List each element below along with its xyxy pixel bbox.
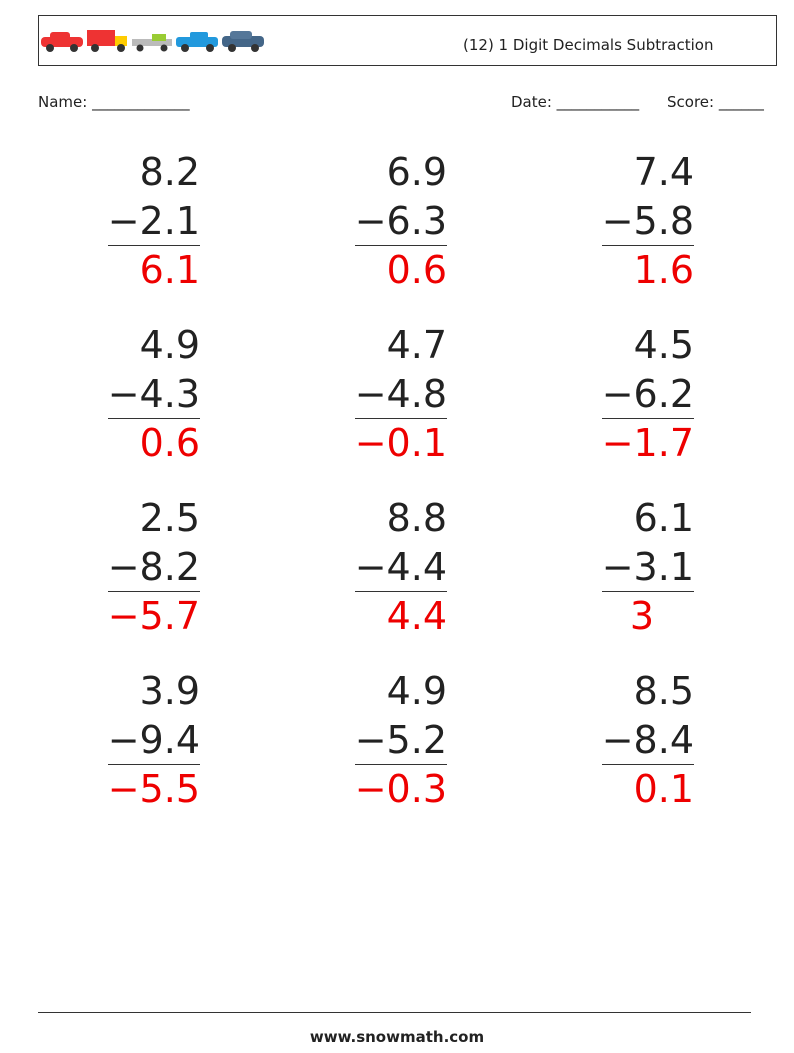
bottom-number: −2.1 bbox=[107, 198, 200, 246]
bottom-row: −8.4 bbox=[574, 716, 694, 765]
answer: 1.6 bbox=[633, 248, 694, 292]
top-number: 8.5 bbox=[633, 669, 694, 713]
top-number: 6.9 bbox=[386, 150, 447, 194]
problem: 8.5 −8.4 0.1 bbox=[574, 667, 694, 814]
problem: 2.5 −8.2 −5.7 bbox=[80, 494, 200, 641]
problem: 4.7 −4.8 −0.1 bbox=[327, 321, 447, 468]
problem: 7.4 −5.8 1.6 bbox=[574, 148, 694, 295]
top-number: 4.7 bbox=[386, 323, 447, 367]
vehicle-icons bbox=[41, 30, 264, 52]
answer: 4.4 bbox=[386, 594, 447, 638]
worksheet-title: (12) 1 Digit Decimals Subtraction bbox=[463, 36, 714, 54]
top-number: 4.5 bbox=[633, 323, 694, 367]
top-number: 7.4 bbox=[633, 150, 694, 194]
bottom-number: −4.3 bbox=[107, 371, 200, 419]
bottom-number: −5.8 bbox=[601, 198, 694, 246]
bottom-number: −6.3 bbox=[354, 198, 447, 246]
top-number: 4.9 bbox=[139, 323, 200, 367]
bottom-row: −5.2 bbox=[327, 716, 447, 765]
top-number: 6.1 bbox=[633, 496, 694, 540]
car-navy bbox=[222, 31, 264, 52]
problem: 8.2 −2.1 6.1 bbox=[80, 148, 200, 295]
footer-rule bbox=[38, 1012, 751, 1013]
answer: −0.1 bbox=[354, 421, 447, 465]
car-blue bbox=[176, 32, 218, 52]
bottom-row: −4.3 bbox=[80, 370, 200, 419]
bottom-number: −8.2 bbox=[107, 544, 200, 592]
bottom-number: −6.2 bbox=[601, 371, 694, 419]
answer: 3 bbox=[629, 594, 655, 638]
bottom-row: −8.2 bbox=[80, 543, 200, 592]
score-field: Score: ______ bbox=[667, 93, 764, 111]
top-number: 8.2 bbox=[139, 150, 200, 194]
bottom-row: −4.8 bbox=[327, 370, 447, 419]
bottom-number: −3.1 bbox=[601, 544, 694, 592]
bottom-number: −4.8 bbox=[354, 371, 447, 419]
footer-url: www.snowmath.com bbox=[309, 1028, 485, 1046]
bottom-row: −4.4 bbox=[327, 543, 447, 592]
problem: 4.5 −6.2 −1.7 bbox=[574, 321, 694, 468]
problem: 8.8 −4.4 4.4 bbox=[327, 494, 447, 641]
answer: 0.6 bbox=[386, 248, 447, 292]
answer: 6.1 bbox=[139, 248, 200, 292]
bottom-row: −3.1 bbox=[574, 543, 694, 592]
top-number: 3.9 bbox=[139, 669, 200, 713]
bottom-number: −4.4 bbox=[354, 544, 447, 592]
answer: −5.5 bbox=[107, 767, 200, 811]
bottom-number: −5.2 bbox=[354, 717, 447, 765]
header-box bbox=[38, 15, 777, 66]
date-field: Date: ___________ bbox=[511, 93, 640, 111]
bottom-row: −2.1 bbox=[80, 197, 200, 246]
answer: −1.7 bbox=[601, 421, 694, 465]
problem: 4.9 −4.3 0.6 bbox=[80, 321, 200, 468]
name-field: Name: _____________ bbox=[38, 93, 190, 111]
problem: 4.9 −5.2 −0.3 bbox=[327, 667, 447, 814]
bottom-number: −8.4 bbox=[601, 717, 694, 765]
bottom-row: −9.4 bbox=[80, 716, 200, 765]
answer: 0.1 bbox=[633, 767, 694, 811]
problem: 6.1 −3.1 3 bbox=[574, 494, 694, 641]
answer: −5.7 bbox=[107, 594, 200, 638]
top-number: 4.9 bbox=[386, 669, 447, 713]
top-number: 8.8 bbox=[386, 496, 447, 540]
bottom-number: −9.4 bbox=[107, 717, 200, 765]
answer: −0.3 bbox=[354, 767, 447, 811]
truck bbox=[87, 30, 127, 52]
bottom-row: −6.2 bbox=[574, 370, 694, 419]
problem: 3.9 −9.4 −5.5 bbox=[80, 667, 200, 814]
bottom-row: −6.3 bbox=[327, 197, 447, 246]
pickup bbox=[132, 34, 172, 52]
answer: 0.6 bbox=[139, 421, 200, 465]
car-red bbox=[41, 32, 83, 52]
bottom-row: −5.8 bbox=[574, 197, 694, 246]
problem: 6.9 −6.3 0.6 bbox=[327, 148, 447, 295]
top-number: 2.5 bbox=[139, 496, 200, 540]
